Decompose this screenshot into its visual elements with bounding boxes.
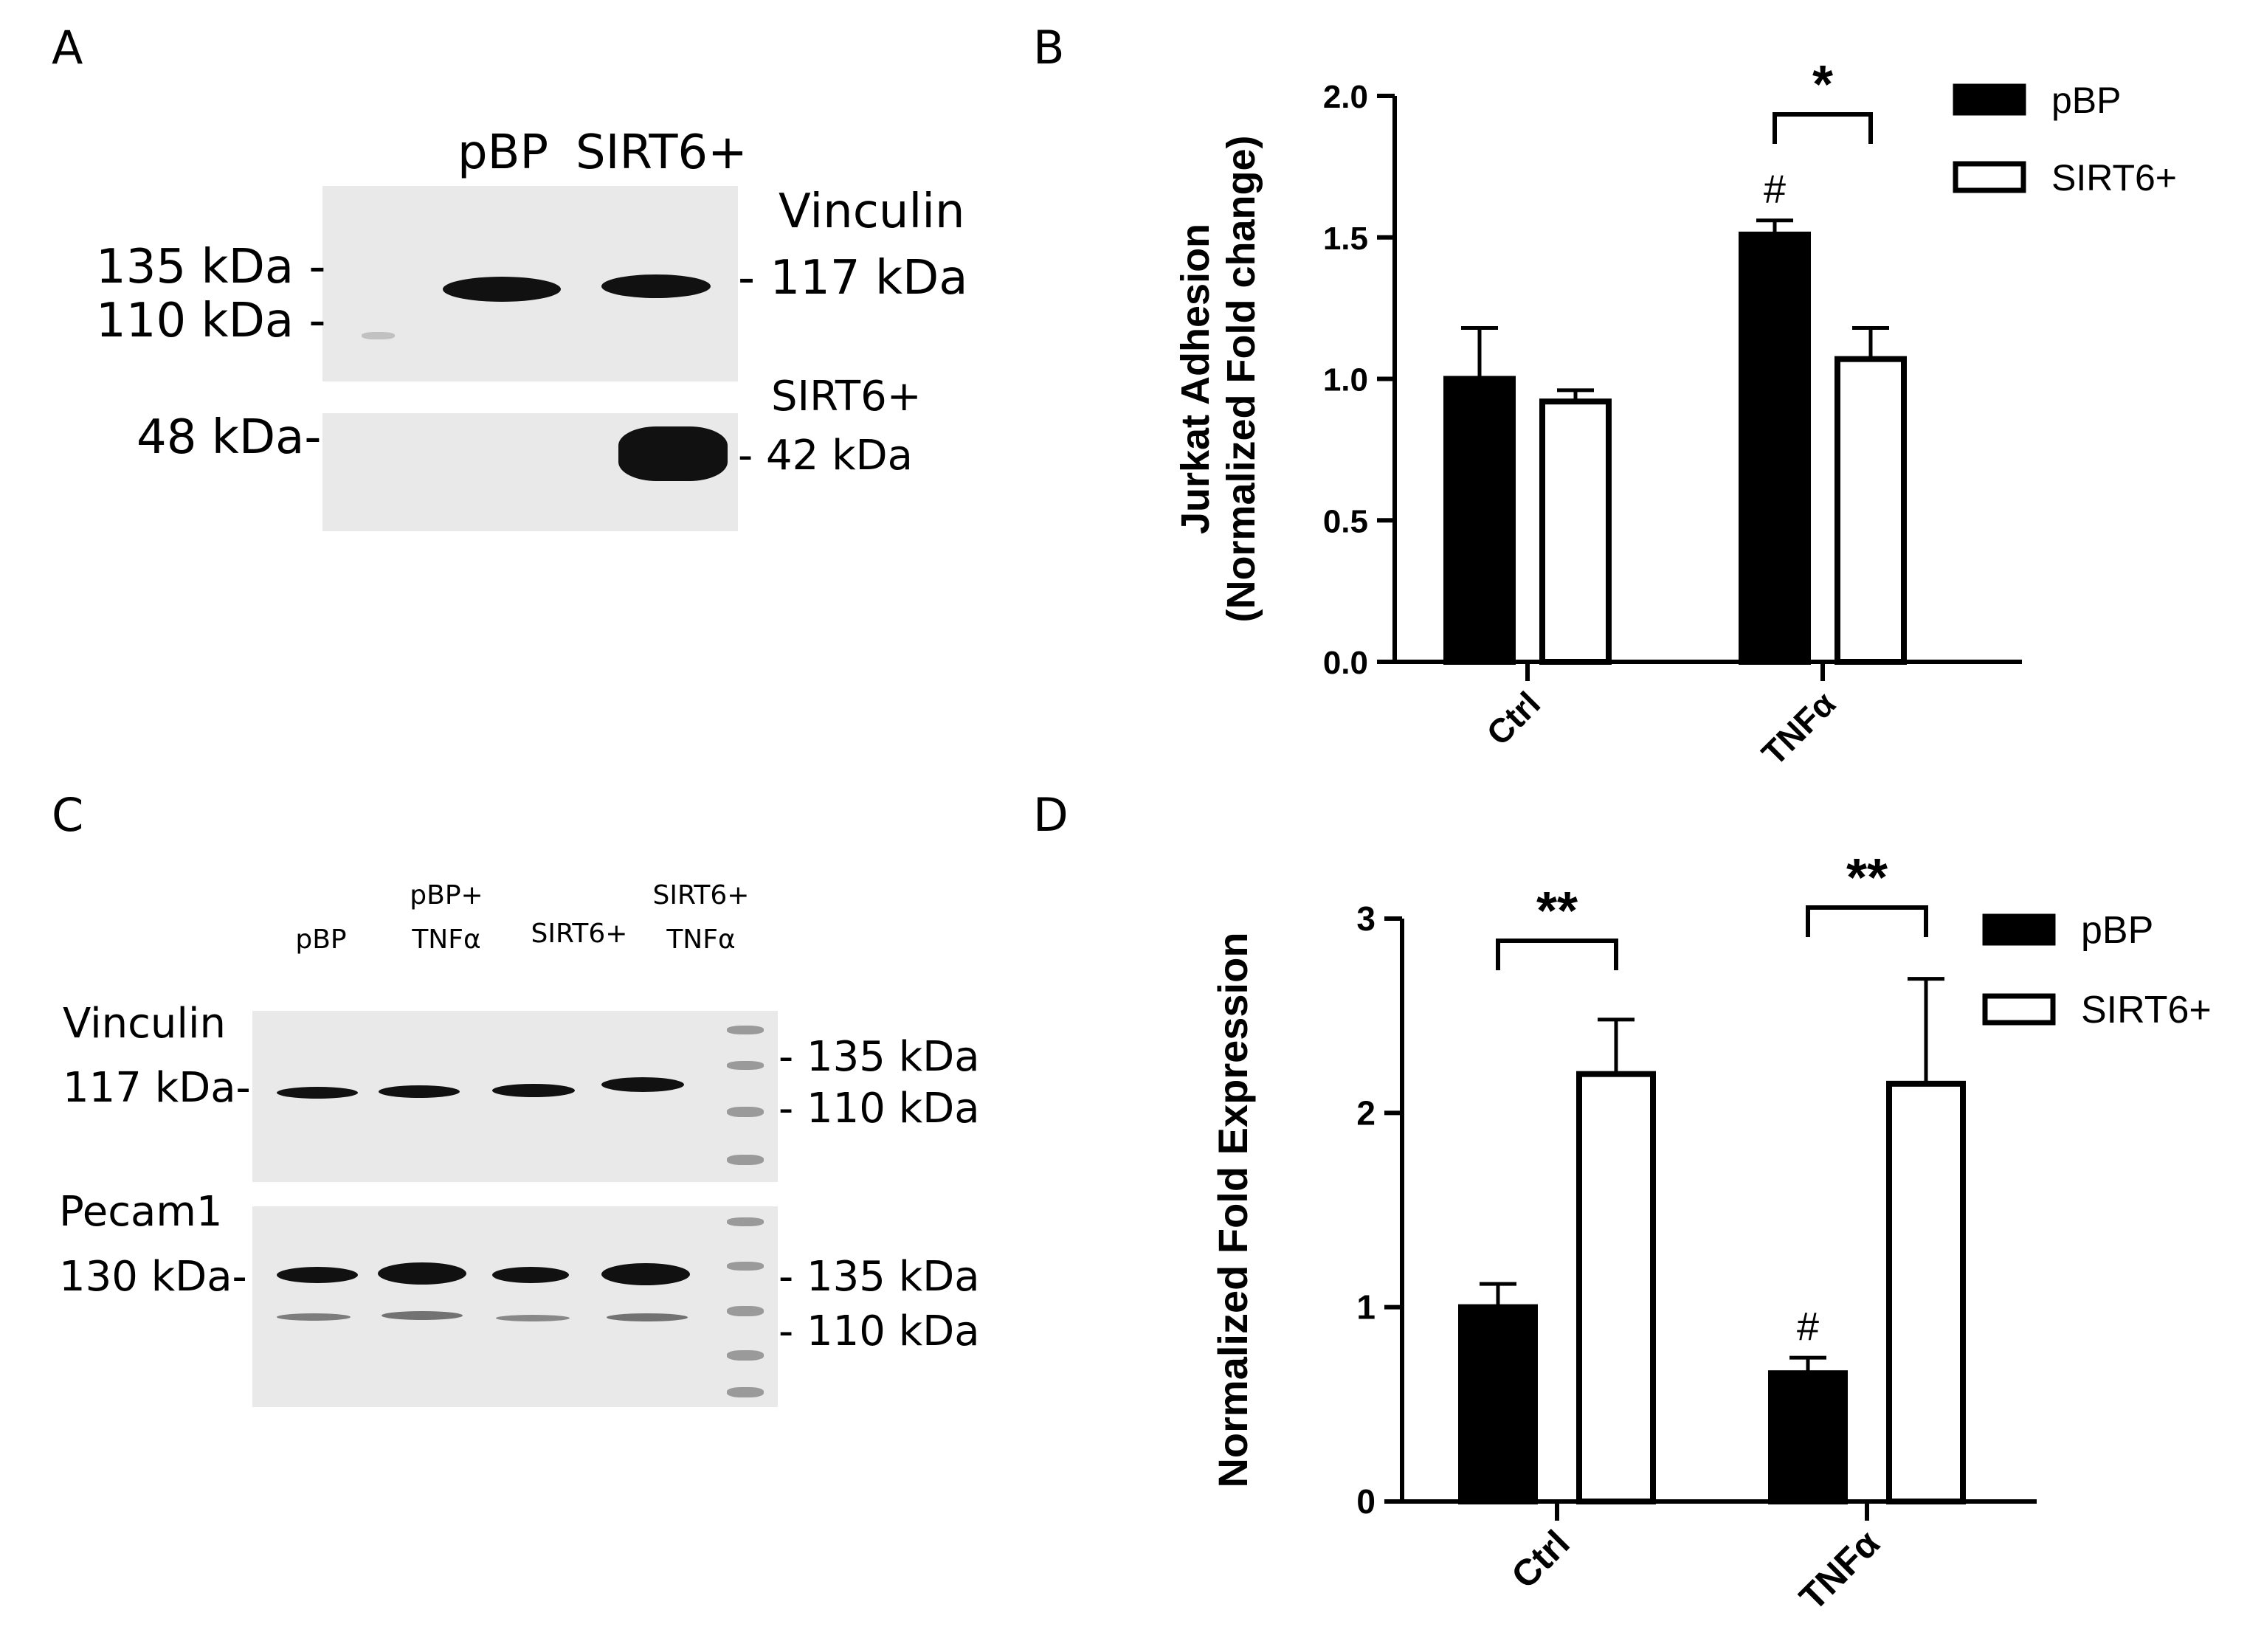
lane-c-sirt6: SIRT6+: [531, 919, 628, 949]
y-axis-label: Normalized Fold Expression: [1209, 932, 1256, 1487]
x-tick-label: Ctrl: [1503, 1522, 1577, 1596]
lane-c-pbp: pBP: [295, 925, 347, 955]
band-c-vinculin-3: [492, 1084, 575, 1097]
ladder-c-mark: [727, 1107, 764, 1117]
significance-label: **: [1846, 849, 1888, 908]
band-c-pecam-lower-4: [607, 1313, 688, 1321]
y-tick-label: 0.5: [1323, 503, 1368, 539]
band-a-sirt6: [618, 426, 728, 481]
lane-c-tnfa-1: TNFα: [412, 925, 481, 955]
marker-c-vinculin-135: - 135 kDa: [779, 1033, 980, 1081]
marker-c-pecam-135: - 135 kDa: [779, 1253, 980, 1301]
band-c-vinculin-1: [277, 1087, 358, 1099]
significance-label: **: [1536, 882, 1578, 941]
y-tick-label: 2.0: [1323, 79, 1368, 115]
bar-pBP-Ctrl: [1458, 1304, 1538, 1505]
y-tick-label: 2: [1356, 1093, 1376, 1132]
ladder-c-mark: [727, 1155, 764, 1165]
x-tick-label: TNFα: [1792, 1522, 1888, 1618]
bar-SIRT6+-TNFα: [1886, 1080, 1966, 1505]
legend-swatch-SIRT6+: [1953, 161, 2026, 193]
label-c-117kda: 117 kDa-: [63, 1064, 251, 1112]
legend-label-pBP: pBP: [2081, 909, 2153, 952]
x-tick-label: Ctrl: [1479, 684, 1547, 753]
legend-swatch-pBP: [1982, 913, 2056, 946]
blot-c-pecam-membrane: [252, 1206, 778, 1407]
ladder-c-mark: [727, 1061, 764, 1070]
label-a-sirt6: SIRT6+: [771, 373, 922, 421]
bar-pBP-TNFα: [1768, 1370, 1848, 1505]
band-c-pecam-3: [492, 1267, 569, 1283]
label-a-117kda: - 117 kDa: [738, 251, 968, 305]
bar-SIRT6+-TNFα: [1834, 356, 1907, 665]
panel-letter-b: B: [1033, 21, 1065, 75]
label-a-vinculin: Vinculin: [779, 184, 965, 239]
band-c-pecam-4: [601, 1263, 690, 1285]
label-c-130kda: 130 kDa-: [59, 1253, 247, 1301]
significance-bracket: [1806, 905, 1928, 937]
label-a-42kda: - 42 kDa: [738, 432, 913, 480]
y-tick-label: 3: [1356, 899, 1376, 938]
y-tick-label: 1.5: [1323, 221, 1368, 257]
hash-marker: #: [1797, 1304, 1819, 1349]
band-c-vinculin-2: [379, 1085, 460, 1098]
lane-c-pbp-plus: pBP+: [410, 880, 483, 910]
lane-label-pbp: pBP: [458, 125, 549, 180]
lane-c-tnfa-2: TNFα: [666, 925, 736, 955]
chart-d: 0 1 2 3 Normalized Fold Expression Ctrl TNFα **…: [1209, 849, 2212, 1618]
marker-c-vinculin-110: - 110 kDa: [779, 1085, 980, 1133]
panel-letter-d: D: [1033, 788, 1069, 842]
band-c-vinculin-4: [601, 1077, 684, 1092]
marker-a-48kda: 48 kDa-: [137, 410, 322, 465]
legend-label-SIRT6+: SIRT6+: [2081, 989, 2212, 1031]
x-tick-label: TNFα: [1754, 684, 1843, 773]
hash-marker: #: [1764, 167, 1786, 212]
panel-letter-c: C: [52, 788, 84, 842]
ladder-c-mark: [727, 1350, 764, 1361]
ladder-c-mark: [727, 1217, 764, 1226]
legend-swatch-pBP: [1953, 83, 2026, 116]
legend-label-SIRT6+: SIRT6+: [2051, 157, 2177, 198]
ladder-c-mark: [727, 1387, 764, 1397]
y-tick-label: 0: [1356, 1482, 1376, 1521]
label-c-vinculin: Vinculin: [63, 1000, 227, 1048]
label-c-pecam1: Pecam1: [59, 1188, 223, 1236]
legend-swatch-SIRT6+: [1982, 993, 2056, 1026]
ladder-a-mark: [362, 332, 395, 339]
band-a-vinculin-pbp: [443, 277, 561, 302]
band-c-pecam-lower-2: [382, 1311, 463, 1320]
band-c-pecam-2: [378, 1262, 466, 1285]
significance-bracket: [1496, 939, 1618, 970]
panel-letter-a: A: [52, 21, 83, 75]
bar-SIRT6+-Ctrl: [1576, 1071, 1656, 1504]
marker-c-pecam-110: - 110 kDa: [779, 1307, 980, 1355]
chart-b: 0.0 0.5 1.0 1.5 2.0 Jurkat Adhesion (Normalize…: [1173, 59, 2177, 773]
significance-label: *: [1812, 59, 1833, 114]
ladder-c-mark: [727, 1262, 764, 1271]
bar-pBP-TNFα: [1739, 231, 1811, 666]
ladder-c-mark: [727, 1026, 764, 1034]
bar-pBP-Ctrl: [1443, 376, 1516, 665]
lane-c-sirt6-plus: SIRT6+: [652, 880, 750, 910]
marker-a-110kda: 110 kDa -: [96, 294, 326, 348]
band-c-pecam-lower-3: [496, 1315, 570, 1321]
y-axis-label: Jurkat Adhesion: [1173, 224, 1218, 534]
y-axis-label-line2: (Normalized Fold change): [1219, 135, 1263, 622]
ladder-c-mark: [727, 1306, 764, 1316]
band-a-vinculin-sirt6: [601, 274, 711, 298]
y-tick-label: 0.0: [1323, 645, 1368, 681]
band-c-pecam-lower-1: [277, 1313, 351, 1321]
band-c-pecam-1: [277, 1267, 358, 1283]
significance-bracket: [1773, 112, 1873, 144]
bar-SIRT6+-Ctrl: [1539, 398, 1612, 665]
marker-a-135kda: 135 kDa -: [96, 240, 326, 294]
y-tick-label: 1.0: [1323, 362, 1368, 398]
legend-label-pBP: pBP: [2051, 80, 2122, 121]
y-tick-label: 1: [1356, 1288, 1376, 1327]
lane-label-sirt6: SIRT6+: [576, 125, 748, 180]
